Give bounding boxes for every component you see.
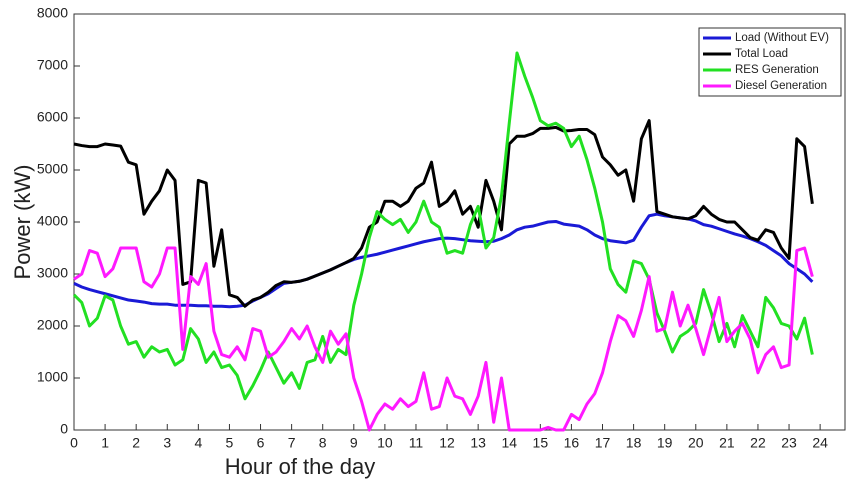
x-tick-label: 20 bbox=[688, 435, 704, 451]
series-line bbox=[72, 51, 814, 401]
x-tick-label: 22 bbox=[750, 435, 766, 451]
x-tick-label: 16 bbox=[564, 435, 580, 451]
legend-label: Load (Without EV) bbox=[735, 32, 829, 44]
y-tick-label: 2000 bbox=[37, 317, 68, 333]
x-tick-label: 0 bbox=[70, 435, 78, 451]
x-tick-label: 23 bbox=[781, 435, 797, 451]
x-tick-label: 18 bbox=[626, 435, 642, 451]
y-axis-label: Power (kW) bbox=[10, 165, 35, 280]
x-tick-label: 19 bbox=[657, 435, 673, 451]
x-tick-label: 12 bbox=[439, 435, 455, 451]
series-line bbox=[73, 119, 814, 308]
x-tick-label: 17 bbox=[595, 435, 611, 451]
legend-label: RES Generation bbox=[735, 64, 819, 76]
y-tick-label: 1000 bbox=[37, 369, 68, 385]
x-tick-label: 10 bbox=[377, 435, 393, 451]
x-tick-label: 24 bbox=[812, 435, 828, 451]
x-axis-label: Hour of the day bbox=[225, 454, 375, 479]
x-tick-label: 15 bbox=[533, 435, 549, 451]
x-tick-label: 21 bbox=[719, 435, 735, 451]
x-tick-label: 5 bbox=[226, 435, 234, 451]
y-tick-label: 8000 bbox=[37, 5, 68, 21]
y-tick-label: 3000 bbox=[37, 265, 68, 281]
x-tick-label: 13 bbox=[470, 435, 486, 451]
x-tick-label: 1 bbox=[101, 435, 109, 451]
y-tick-label: 6000 bbox=[37, 109, 68, 125]
legend-label: Total Load bbox=[735, 48, 788, 60]
y-tick-label: 7000 bbox=[37, 57, 68, 73]
x-tick-label: 2 bbox=[132, 435, 140, 451]
x-tick-label: 4 bbox=[194, 435, 202, 451]
x-tick-label: 8 bbox=[319, 435, 327, 451]
y-tick-label: 4000 bbox=[37, 213, 68, 229]
y-tick-label: 0 bbox=[60, 421, 68, 437]
x-tick-label: 14 bbox=[501, 435, 517, 451]
x-tick-label: 9 bbox=[350, 435, 358, 451]
x-tick-label: 6 bbox=[257, 435, 265, 451]
legend-label: Diesel Generation bbox=[735, 80, 827, 92]
x-tick-label: 7 bbox=[288, 435, 296, 451]
x-tick-label: 11 bbox=[409, 435, 424, 451]
x-tick-label: 3 bbox=[163, 435, 171, 451]
series-line bbox=[73, 246, 814, 432]
y-tick-label: 5000 bbox=[37, 161, 68, 177]
